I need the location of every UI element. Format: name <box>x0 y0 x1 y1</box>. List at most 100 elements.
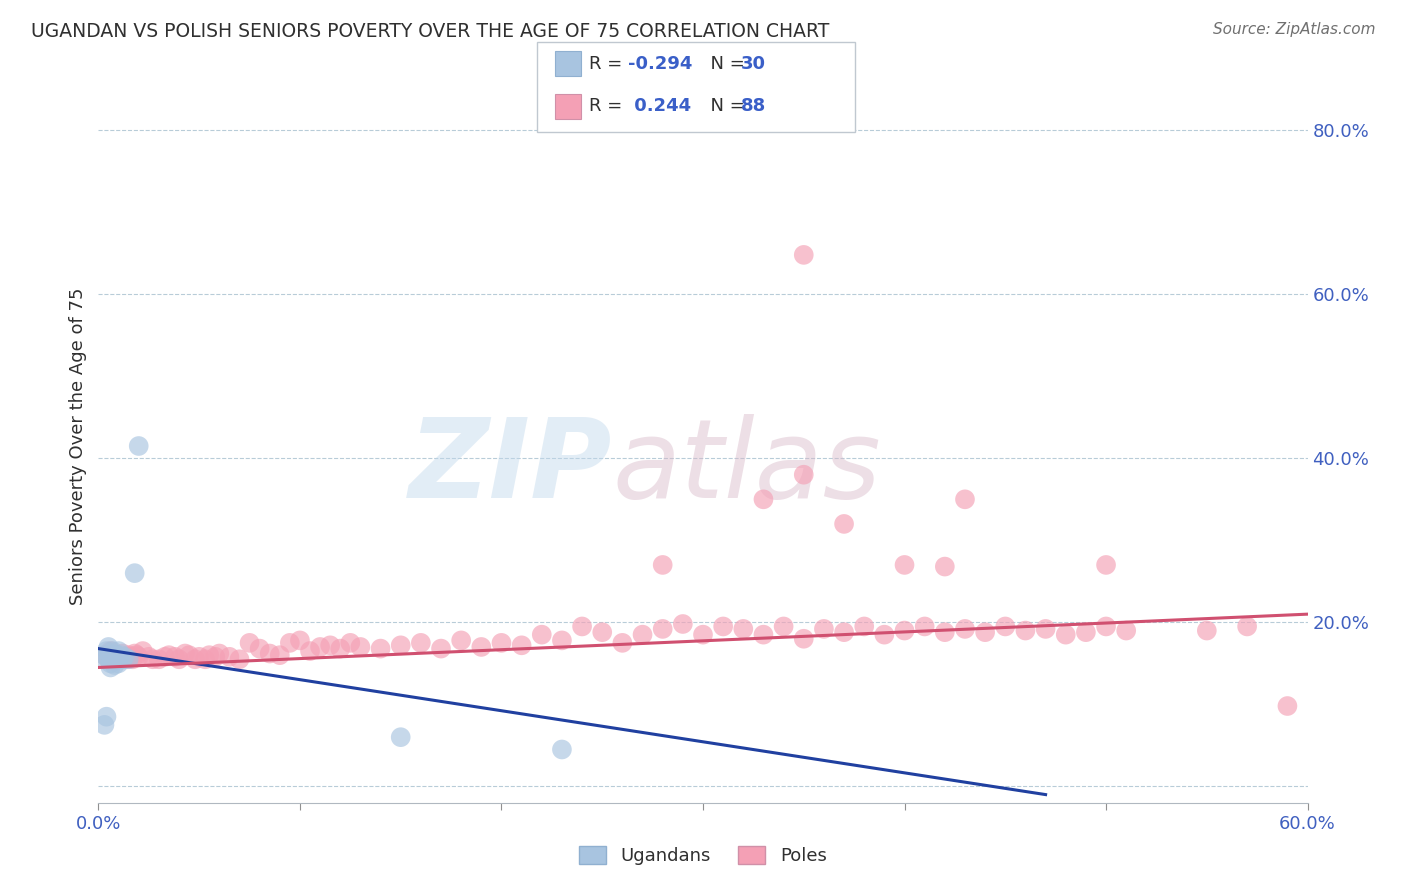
Point <box>793 632 815 646</box>
Point <box>934 625 956 640</box>
Point <box>953 492 976 507</box>
Point <box>125 648 148 662</box>
Point <box>389 638 412 652</box>
Legend: Ugandans, Poles: Ugandans, Poles <box>572 838 834 872</box>
Point <box>329 641 352 656</box>
Point <box>1074 625 1097 640</box>
Point <box>97 640 120 654</box>
Point <box>450 633 472 648</box>
Point <box>370 641 392 656</box>
Point <box>752 627 775 641</box>
Text: -0.294: -0.294 <box>628 54 693 72</box>
Point <box>692 627 714 641</box>
Point <box>174 647 197 661</box>
Point <box>103 658 125 673</box>
Text: 0.244: 0.244 <box>628 97 692 115</box>
Text: 88: 88 <box>741 97 766 115</box>
Point <box>893 558 915 572</box>
Point <box>994 619 1017 633</box>
Point <box>631 627 654 641</box>
Point <box>259 647 281 661</box>
Point <box>218 649 240 664</box>
Point <box>319 638 342 652</box>
Point <box>672 617 695 632</box>
Point <box>179 648 201 662</box>
Text: N =: N = <box>699 54 751 72</box>
Point <box>1054 627 1077 641</box>
Point <box>93 648 115 662</box>
Point <box>103 652 125 666</box>
Point <box>96 644 118 658</box>
Point <box>188 649 211 664</box>
Point <box>204 649 226 664</box>
Point <box>228 652 250 666</box>
Point <box>752 492 775 507</box>
Point <box>239 636 262 650</box>
Point <box>114 649 136 664</box>
Point <box>772 619 794 633</box>
Point <box>711 619 734 633</box>
Text: R =: R = <box>589 54 628 72</box>
Point <box>107 644 129 658</box>
Point <box>100 644 122 658</box>
Point <box>107 652 129 666</box>
Point <box>1195 624 1218 638</box>
Point <box>491 636 513 650</box>
Point <box>470 640 492 654</box>
Point <box>339 636 361 650</box>
Point <box>101 652 124 666</box>
Point <box>873 627 896 641</box>
Point <box>167 652 190 666</box>
Point <box>288 633 311 648</box>
Point <box>114 649 136 664</box>
Point <box>163 649 186 664</box>
Point <box>1236 619 1258 633</box>
Point <box>1095 558 1118 572</box>
Point <box>299 644 322 658</box>
Point <box>100 657 122 671</box>
Point <box>103 649 125 664</box>
Point <box>1095 619 1118 633</box>
Point <box>111 652 134 666</box>
Point <box>551 742 574 756</box>
Point <box>1277 698 1299 713</box>
Point <box>100 660 122 674</box>
Text: N =: N = <box>699 97 751 115</box>
Point <box>120 649 142 664</box>
Text: UGANDAN VS POLISH SENIORS POVERTY OVER THE AGE OF 75 CORRELATION CHART: UGANDAN VS POLISH SENIORS POVERTY OVER T… <box>31 22 830 41</box>
Point <box>1115 624 1137 638</box>
Point <box>110 652 132 666</box>
Point <box>1014 624 1036 638</box>
Point <box>107 649 129 664</box>
Point <box>832 625 855 640</box>
Point <box>138 649 160 664</box>
Point <box>111 647 134 661</box>
Point <box>510 638 533 652</box>
Point <box>934 559 956 574</box>
Point <box>101 648 124 662</box>
Point <box>107 649 129 664</box>
Point <box>103 652 125 666</box>
Point <box>107 657 129 671</box>
Point <box>93 718 115 732</box>
Point <box>651 622 673 636</box>
Point <box>96 709 118 723</box>
Point <box>91 652 114 666</box>
Point <box>651 558 673 572</box>
Point <box>612 636 634 650</box>
Point <box>121 652 143 666</box>
Point <box>893 624 915 638</box>
Point <box>389 730 412 744</box>
Point <box>110 648 132 662</box>
Point <box>853 619 876 633</box>
Point <box>551 633 574 648</box>
Point <box>97 652 120 666</box>
Text: 30: 30 <box>741 54 766 72</box>
Point <box>101 648 124 662</box>
Point <box>349 640 371 654</box>
Point <box>974 625 997 640</box>
Point <box>157 648 180 662</box>
Point <box>914 619 936 633</box>
Point <box>278 636 301 650</box>
Text: atlas: atlas <box>613 414 882 521</box>
